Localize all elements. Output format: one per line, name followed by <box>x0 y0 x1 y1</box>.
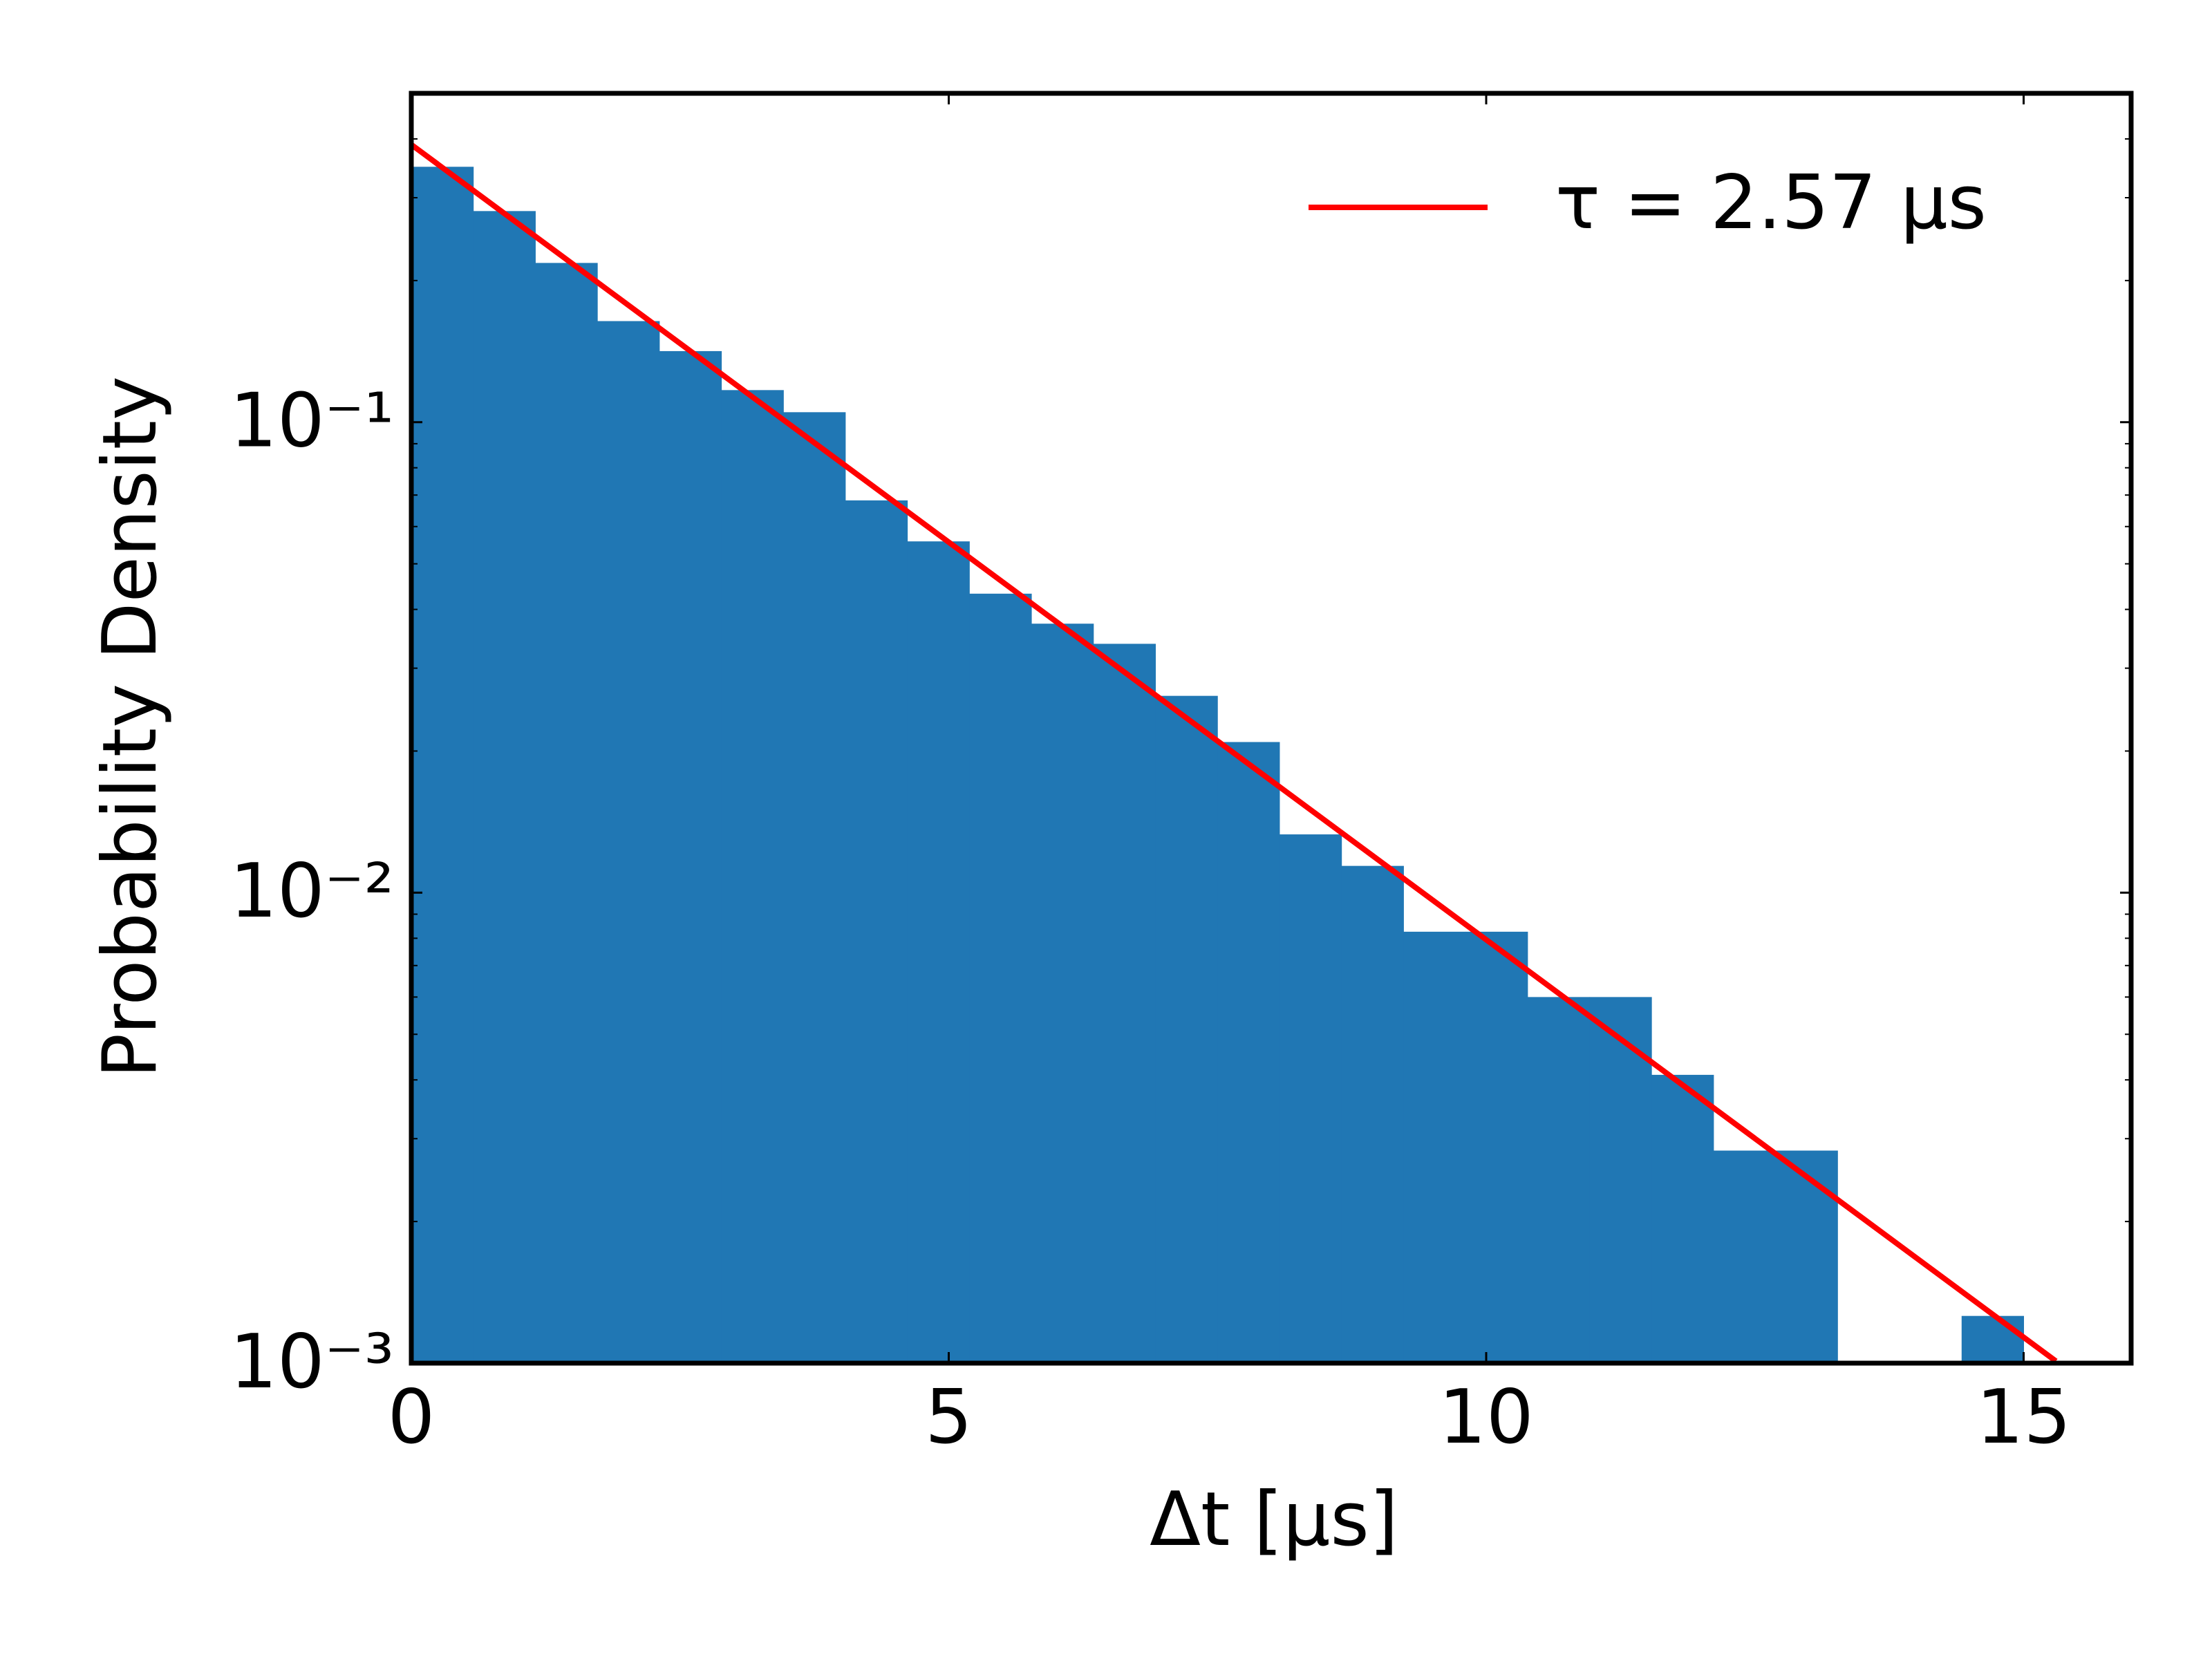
bar <box>1713 1150 1777 1363</box>
bar <box>1279 834 1342 1363</box>
bar <box>1031 624 1094 1363</box>
bar <box>721 390 784 1364</box>
bar <box>1651 1074 1714 1363</box>
bar <box>535 263 598 1363</box>
bar <box>1465 931 1528 1363</box>
x-tick-label: 5 <box>925 1374 973 1461</box>
y-tick-label: 10⁻¹ <box>229 378 394 465</box>
plot-frame <box>409 91 2134 1366</box>
bar <box>1775 1150 1838 1363</box>
bar <box>1217 742 1280 1363</box>
fit-line <box>409 142 2058 1364</box>
bar <box>1155 695 1218 1363</box>
legend-label: τ = 2.57 μs <box>1555 160 1987 246</box>
bar <box>659 350 722 1364</box>
bar <box>1589 997 1652 1363</box>
bar <box>411 167 474 1363</box>
y-tick-label: 10⁻³ <box>229 1319 394 1405</box>
x-tick-label: 10 <box>1438 1374 1533 1461</box>
x-axis-label: Δt [μs] <box>1150 1477 1398 1563</box>
y-axis-label: Probability Density <box>87 376 174 1078</box>
bar <box>783 412 846 1363</box>
bar <box>1961 1315 2024 1363</box>
bar <box>1527 997 1591 1363</box>
x-tick-label: 0 <box>388 1374 435 1461</box>
x-tick-label: 15 <box>1976 1374 2071 1461</box>
bar <box>969 593 1032 1363</box>
bar <box>907 541 970 1363</box>
bar <box>473 211 536 1364</box>
bar <box>597 321 660 1364</box>
bar <box>1341 865 1404 1363</box>
y-tick-label: 10⁻² <box>229 848 394 935</box>
bar <box>1403 931 1466 1363</box>
bar <box>1093 644 1156 1363</box>
bar <box>845 500 908 1363</box>
